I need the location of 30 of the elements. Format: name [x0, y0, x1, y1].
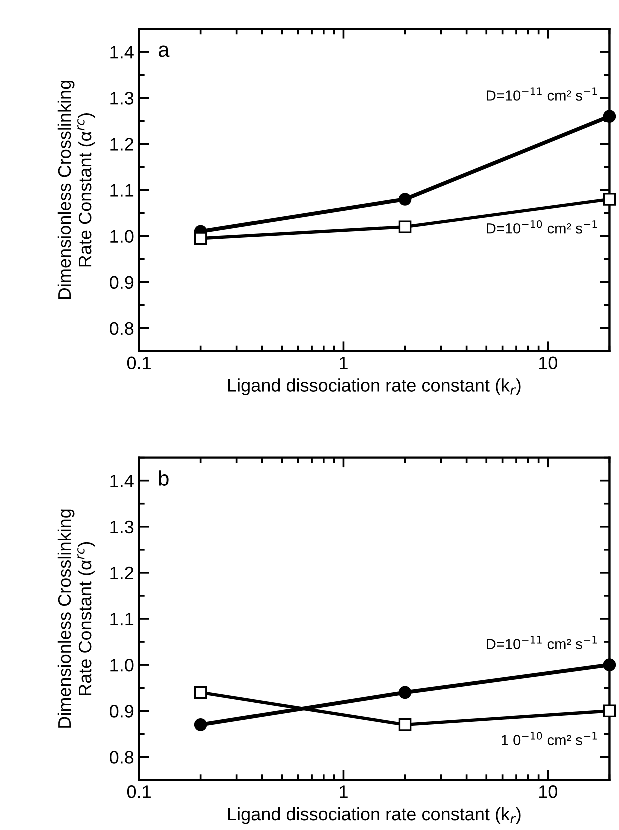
x-axis-title: Ligand dissociation rate constant (k$_{r}$) — [228, 807, 521, 824]
x-tick-label: 0.1 — [127, 356, 151, 370]
y-tick-label: 0.8 — [110, 751, 134, 764]
y-tick-label: 0.8 — [110, 322, 134, 336]
x-tick-label: 10 — [540, 356, 558, 370]
y-tick-label: 0.9 — [110, 705, 134, 718]
y-axis-title: Dimensionless Crosslinking Rate Constant (α$^{rc}$) — [58, 510, 96, 728]
legend-label: 1 0$^{−10}$ cm² s$^{−1}$ — [502, 732, 598, 746]
y-tick-label: 1.0 — [110, 230, 134, 244]
y-axis-title: Dimensionless Crosslinking Rate Constant (α$^{rc}$) — [58, 81, 96, 300]
legend-label: D=10$^{−10}$ cm² s$^{−1}$ — [487, 220, 598, 234]
y-tick-label: 1.3 — [110, 520, 134, 534]
legend-label: D=10$^{−11}$ cm² s$^{−1}$ — [487, 88, 598, 101]
x-tick-label: 1 — [340, 356, 348, 370]
x-tick-label: 10 — [540, 786, 558, 798]
y-tick-label: 0.9 — [110, 276, 134, 290]
y-tick-label: 1.3 — [110, 92, 134, 105]
y-tick-label: 1.2 — [110, 566, 134, 580]
y-tick-label: 1.0 — [110, 659, 134, 672]
y-tick-label: 1.2 — [110, 138, 134, 151]
x-axis-title: Ligand dissociation rate constant (k$_{r}$) — [228, 378, 521, 396]
y-tick-label: 1.4 — [110, 46, 134, 59]
y-tick-label: 1.1 — [110, 613, 134, 626]
x-tick-label: 1 — [340, 786, 348, 798]
y-tick-label: 1.4 — [110, 474, 134, 488]
annotation: a — [158, 46, 170, 58]
annotation: b — [159, 470, 169, 486]
legend-label: D=10$^{−11}$ cm² s$^{−1}$ — [487, 636, 598, 650]
y-tick-label: 1.1 — [110, 184, 134, 197]
x-tick-label: 0.1 — [127, 786, 151, 798]
